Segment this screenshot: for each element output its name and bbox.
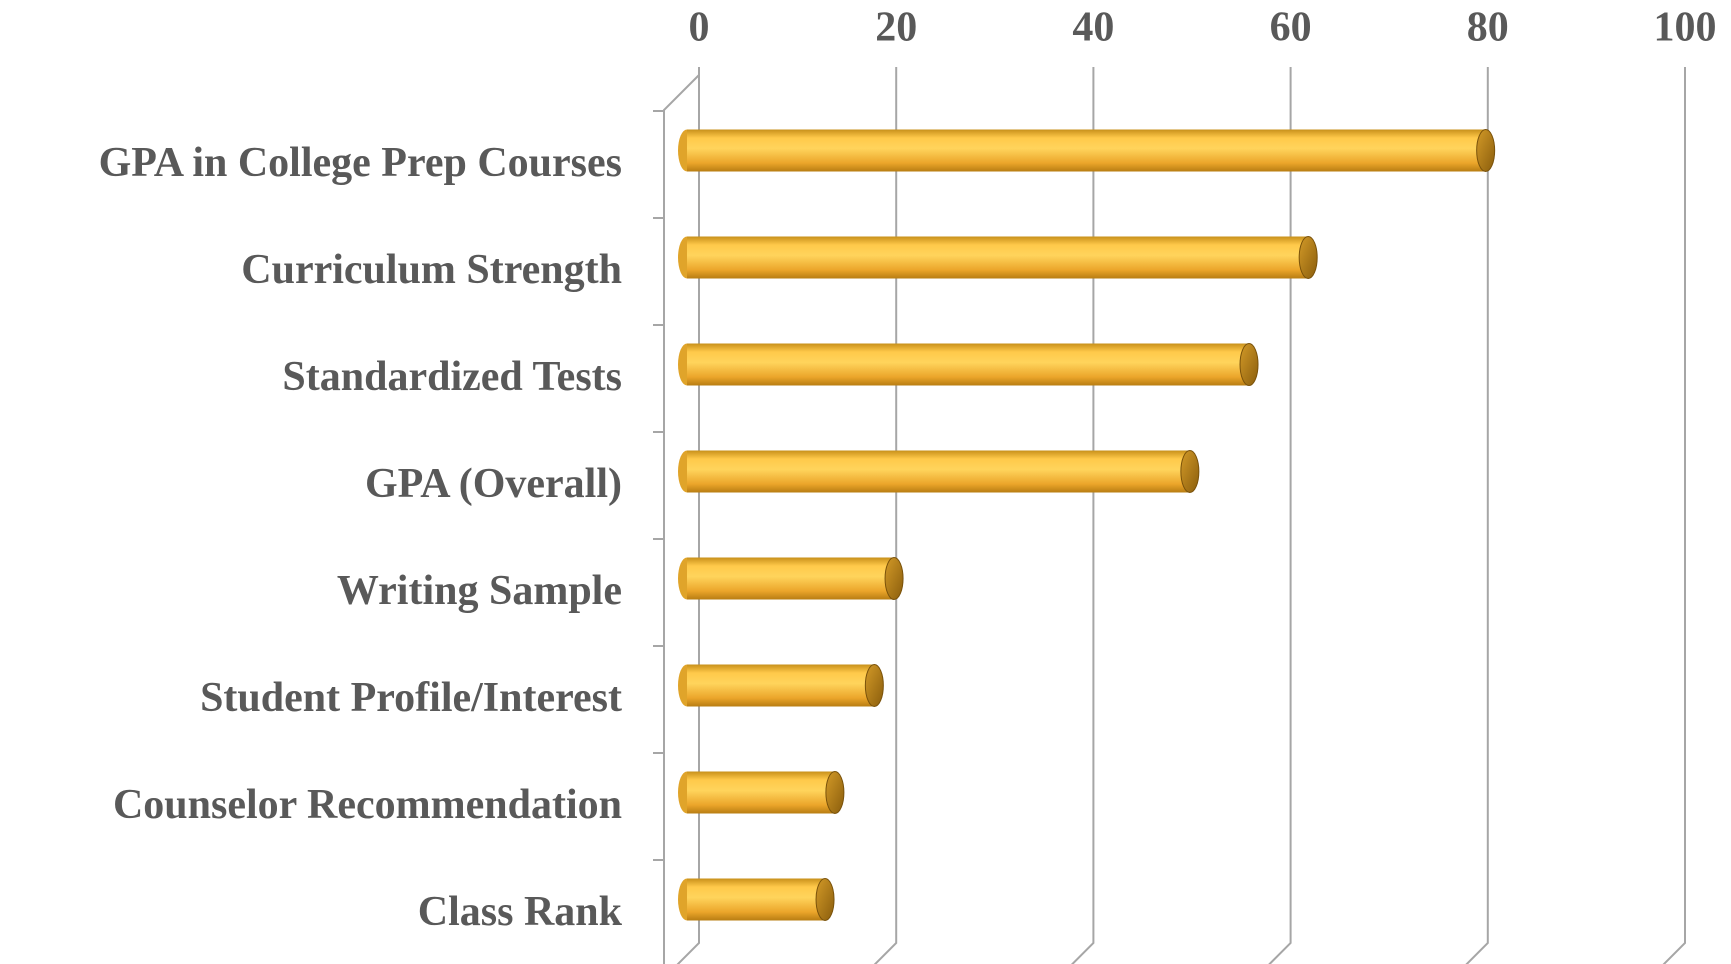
bar	[687, 129, 1486, 172]
category-label: Student Profile/Interest	[200, 675, 622, 721]
bar-cap	[884, 557, 904, 600]
bar	[687, 343, 1250, 386]
grid-line	[1268, 75, 1292, 964]
axis-wall	[663, 74, 700, 964]
bar	[687, 878, 826, 921]
bar	[687, 771, 835, 814]
category-label: Curriculum Strength	[241, 247, 622, 293]
grid-line	[1662, 75, 1686, 964]
bar-cap	[825, 771, 845, 814]
bar	[687, 557, 895, 600]
category-label: Writing Sample	[337, 568, 622, 614]
grid-line	[1070, 75, 1095, 964]
category-label: Standardized Tests	[282, 354, 622, 400]
grid-line	[1465, 75, 1489, 964]
x-tick-label: 40	[1072, 5, 1114, 51]
bar-cap	[1298, 236, 1318, 279]
category-label: Counselor Recommendation	[113, 782, 622, 828]
bar-cap	[815, 878, 835, 921]
bar	[687, 664, 875, 707]
x-tick-label: 100	[1654, 5, 1717, 51]
bar-cap	[864, 664, 884, 707]
x-tick-label: 0	[689, 5, 710, 51]
bar	[687, 450, 1190, 493]
bar-cap	[1476, 129, 1496, 172]
bar	[687, 236, 1309, 279]
x-tick-label: 60	[1270, 5, 1312, 51]
x-tick-label: 80	[1467, 5, 1509, 51]
bar-cap	[1180, 450, 1200, 493]
category-label: Class Rank	[418, 889, 623, 935]
grid-line	[873, 75, 898, 964]
category-label: GPA in College Prep Courses	[99, 140, 622, 186]
grid-line	[676, 75, 700, 964]
category-label: GPA (Overall)	[365, 461, 622, 507]
x-tick-label: 20	[875, 5, 917, 51]
bar-cap	[1239, 343, 1259, 386]
